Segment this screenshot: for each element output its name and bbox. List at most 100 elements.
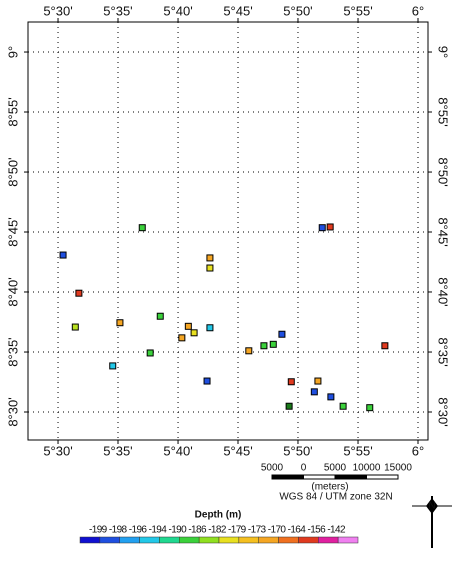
x-tick-label: 6° (412, 443, 424, 458)
colorbar-label: -196 (129, 525, 148, 536)
x-tick-label: 5°40' (163, 443, 192, 458)
x-tick-label: 5°45' (223, 3, 252, 18)
colorbar-swatch (337, 536, 359, 544)
y-tick-label: 8°35' (5, 337, 20, 366)
y-tick-label: 9° (5, 46, 20, 58)
y-tick-label: 8°50' (5, 157, 20, 186)
north-arrow (412, 496, 452, 548)
colorbar-swatch (99, 536, 120, 544)
colorbar-swatch (298, 536, 319, 544)
colorbar-swatch (258, 536, 279, 544)
sample-point (75, 289, 83, 297)
sample-point (156, 312, 164, 320)
y-tick-label: 8°50' (436, 157, 451, 186)
y-tick-label: 8°45' (5, 217, 20, 246)
colorbar-label: -186 (188, 525, 207, 536)
x-tick-label: 5°35' (103, 443, 132, 458)
sample-point (339, 402, 347, 410)
colorbar-swatch (179, 536, 200, 544)
colorbar-swatch (198, 536, 220, 544)
sample-point (146, 349, 154, 357)
scale-segment (271, 474, 304, 480)
map-frame (27, 21, 429, 441)
y-tick-label: 8°40' (5, 277, 20, 306)
y-tick-label: 8°40' (436, 277, 451, 306)
sample-point (178, 334, 186, 342)
colorbar-title: Depth (m) (195, 510, 242, 521)
sample-point (206, 254, 214, 262)
colorbar-swatch (278, 536, 299, 544)
y-tick-label: 8°30' (5, 397, 20, 426)
sample-point (245, 347, 253, 355)
x-tick-label: 5°55' (343, 443, 372, 458)
colorbar-swatch (218, 536, 240, 544)
sample-point (381, 342, 389, 350)
sample-point (260, 342, 268, 350)
colorbar-label: -173 (248, 525, 267, 536)
x-tick-label: 5°50' (283, 443, 312, 458)
colorbar-swatch (159, 536, 180, 544)
sample-point (314, 377, 322, 385)
x-tick-label: 6° (412, 3, 424, 18)
sample-point (203, 377, 211, 385)
colorbar-label: -164 (288, 525, 307, 536)
projection: WGS 84 / UTM zone 32N (279, 492, 392, 503)
sample-point (206, 264, 214, 272)
colorbar-label: -194 (149, 525, 168, 536)
y-tick-label: 8°35' (436, 337, 451, 366)
y-tick-label: 8°55' (436, 97, 451, 126)
x-tick-label: 5°45' (223, 443, 252, 458)
x-tick-label: 5°40' (163, 3, 192, 18)
colorbar-label: -199 (89, 525, 108, 536)
x-tick-label: 5°35' (103, 3, 132, 18)
sample-point (285, 402, 293, 410)
x-tick-label: 5°30' (43, 3, 72, 18)
x-tick-label: 5°50' (283, 3, 312, 18)
sample-point (71, 323, 79, 331)
colorbar-swatch (79, 536, 101, 544)
sample-point (287, 378, 295, 386)
scale-label: 5000 (324, 463, 347, 474)
colorbar-label: -182 (208, 525, 227, 536)
colorbar-label: -170 (268, 525, 287, 536)
scale-label: 10000 (353, 463, 381, 474)
sample-point (366, 404, 374, 412)
scale-label: 0 (301, 463, 307, 474)
sample-point (116, 319, 124, 327)
colorbar-swatch (139, 536, 160, 544)
sample-point (326, 223, 334, 231)
colorbar-label: -198 (109, 525, 128, 536)
y-tick-label: 8°55' (5, 97, 20, 126)
scale-segment (334, 474, 367, 480)
colorbar-swatch (119, 536, 140, 544)
x-tick-label: 5°55' (343, 3, 372, 18)
sample-point (278, 330, 286, 338)
colorbar-label: -190 (168, 525, 187, 536)
scale-segment (303, 474, 336, 480)
sample-point (327, 393, 335, 401)
sample-point (318, 224, 326, 232)
scale-label: 5000 (261, 463, 284, 474)
sample-point (206, 324, 214, 332)
y-tick-label: 8°45' (436, 217, 451, 246)
scale-segment (366, 474, 399, 480)
y-tick-label: 9° (436, 46, 451, 58)
sample-point (269, 340, 277, 348)
scale-unit: (meters) (311, 482, 348, 493)
sample-point (59, 251, 67, 259)
north-label: N (428, 501, 435, 512)
colorbar-label: -156 (307, 525, 326, 536)
sample-point (190, 329, 198, 337)
sample-point (138, 224, 146, 232)
colorbar-swatch (238, 536, 259, 544)
sample-point (184, 322, 192, 330)
sample-point (310, 388, 318, 396)
scale-label: 15000 (384, 463, 412, 474)
colorbar-label: -142 (327, 525, 346, 536)
x-tick-label: 5°30' (43, 443, 72, 458)
colorbar-swatch (318, 536, 339, 544)
colorbar-label: -179 (228, 525, 247, 536)
sample-point (109, 362, 117, 370)
y-tick-label: 8°30' (436, 397, 451, 426)
